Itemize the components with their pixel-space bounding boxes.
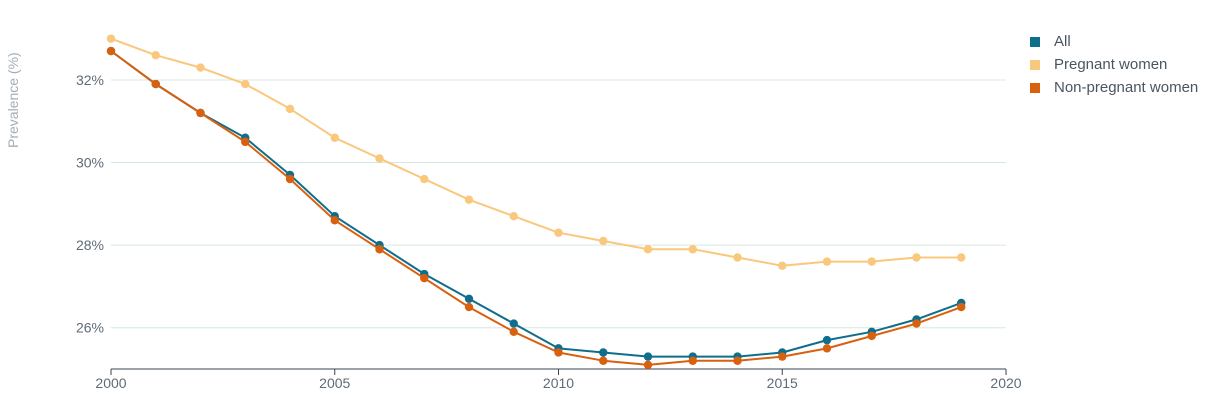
- legend-item-all[interactable]: All: [1030, 30, 1198, 53]
- data-point-non-pregnant-women: [554, 348, 563, 357]
- data-point-non-pregnant-women: [778, 352, 787, 361]
- y-axis-label: Prevalence (%): [5, 52, 21, 148]
- legend: All Pregnant women Non-pregnant women: [1030, 30, 1198, 99]
- data-point-all: [822, 335, 832, 345]
- y-tick-label: 30%: [76, 155, 104, 171]
- legend-label-non-pregnant: Non-pregnant women: [1054, 79, 1199, 96]
- data-point-pregnant-women: [554, 228, 563, 237]
- grid-lines: [111, 79, 1006, 329]
- data-point-pregnant-women: [375, 154, 384, 163]
- data-point-non-pregnant-women: [733, 356, 742, 365]
- data-point-non-pregnant-women: [285, 174, 295, 184]
- data-point-pregnant-women: [509, 212, 518, 221]
- data-point-all: [464, 294, 474, 303]
- data-point-pregnant-women: [241, 79, 250, 89]
- data-point-pregnant-women: [643, 245, 653, 254]
- data-point-non-pregnant-women: [464, 302, 474, 312]
- data-point-pregnant-women: [151, 50, 160, 60]
- legend-swatch-all: [1030, 36, 1040, 47]
- data-point-pregnant-women: [912, 253, 921, 262]
- x-tick-label: 2005: [319, 375, 350, 391]
- x-tick-label: 2020: [990, 375, 1021, 391]
- legend-swatch-pregnant: [1030, 59, 1040, 70]
- data-point-pregnant-women: [330, 133, 339, 142]
- x-tick-label: 2010: [543, 375, 574, 391]
- data-point-all: [509, 319, 518, 328]
- data-point-non-pregnant-women: [912, 319, 921, 328]
- y-tick-label: 28%: [76, 237, 104, 253]
- data-point-pregnant-women: [285, 104, 295, 114]
- data-point-pregnant-women: [196, 63, 205, 72]
- data-point-all: [599, 348, 608, 357]
- y-tick-label: 32%: [76, 72, 104, 88]
- series-group: [106, 34, 966, 370]
- legend-label-all: All: [1054, 33, 1071, 50]
- data-point-non-pregnant-women: [688, 356, 697, 365]
- data-point-non-pregnant-women: [867, 331, 876, 341]
- data-point-pregnant-women: [733, 253, 742, 262]
- data-point-non-pregnant-women: [196, 108, 205, 118]
- data-point-non-pregnant-women: [330, 216, 339, 225]
- x-tick-label: 2000: [95, 375, 126, 391]
- data-point-pregnant-women: [420, 174, 429, 184]
- legend-item-non-pregnant[interactable]: Non-pregnant women: [1030, 76, 1198, 99]
- data-point-pregnant-women: [822, 257, 832, 266]
- data-point-pregnant-women: [688, 245, 697, 254]
- legend-item-pregnant[interactable]: Pregnant women: [1030, 53, 1198, 76]
- axes: 26% 28% 30% 32% 2000 2005 2010 2015 2020: [76, 72, 1022, 391]
- data-point-non-pregnant-women: [822, 344, 832, 353]
- series-line-all: [110, 50, 962, 358]
- data-point-pregnant-women: [867, 257, 876, 266]
- data-point-non-pregnant-women: [420, 273, 429, 283]
- legend-label-pregnant: Pregnant women: [1054, 56, 1168, 73]
- data-point-non-pregnant-women: [106, 46, 116, 56]
- data-point-pregnant-women: [599, 236, 608, 246]
- data-point-non-pregnant-women: [151, 79, 160, 89]
- data-point-non-pregnant-women: [241, 137, 250, 147]
- data-point-non-pregnant-women: [509, 327, 518, 337]
- data-point-non-pregnant-women: [375, 245, 384, 254]
- x-tick-label: 2015: [767, 375, 798, 391]
- data-point-pregnant-women: [106, 34, 116, 43]
- series-line-non-pregnant-women: [110, 50, 962, 366]
- legend-swatch-non-pregnant: [1030, 82, 1040, 93]
- series-line-pregnant-women: [110, 37, 962, 267]
- data-point-non-pregnant-women: [643, 360, 653, 370]
- data-point-all: [643, 352, 653, 361]
- data-point-pregnant-women: [957, 253, 966, 262]
- y-tick-label: 26%: [76, 320, 104, 336]
- data-point-non-pregnant-women: [957, 302, 966, 312]
- data-point-non-pregnant-women: [599, 356, 608, 365]
- data-point-pregnant-women: [778, 261, 787, 270]
- data-point-pregnant-women: [464, 195, 474, 204]
